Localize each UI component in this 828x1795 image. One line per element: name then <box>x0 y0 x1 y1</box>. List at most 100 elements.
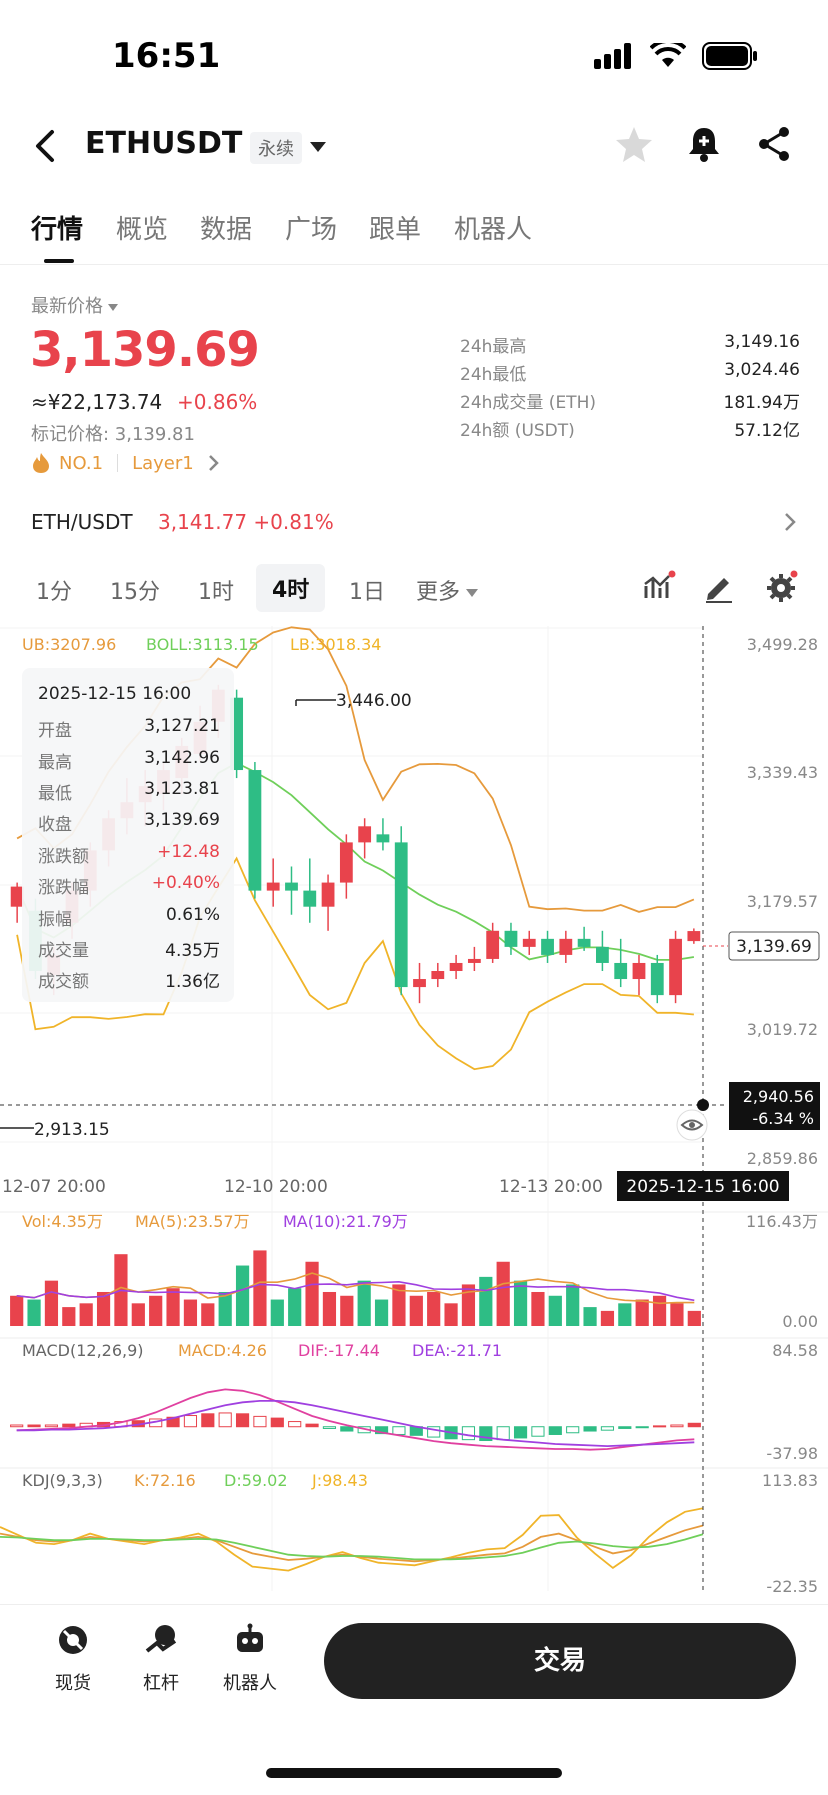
pair-title[interactable]: ETHUSDT <box>85 126 243 161</box>
candle-info-card: 2025-12-15 16:00 开盘 3,127.21 最高 3,142.96 最… <box>22 668 234 1002</box>
kdj-axis-bottom: -22.35 <box>766 1577 818 1596</box>
candle-body <box>596 946 609 963</box>
contract-tag: 永续 <box>250 132 302 164</box>
volume-bar <box>566 1284 580 1326</box>
macd-bar <box>670 1424 684 1428</box>
volume-bar <box>583 1307 597 1326</box>
spot-label: 现货 <box>55 1673 91 1694</box>
interval-1h[interactable]: 1时 <box>198 580 234 605</box>
time-axis-tick: 12-07 20:00 <box>2 1177 106 1197</box>
volume-ma-lines <box>16 1272 695 1305</box>
main-tabs: 行情 概览 数据 广场 跟单 机器人 <box>0 205 828 265</box>
macd-dif-line <box>16 1388 695 1451</box>
macd-bar <box>635 1426 649 1429</box>
volume-bar <box>253 1250 267 1326</box>
nav-bar: ETHUSDT 永续 <box>0 118 828 178</box>
latest-price-label[interactable]: 最新价格 <box>31 292 118 318</box>
tab-square[interactable]: 广场 <box>285 215 338 245</box>
candle-body <box>650 962 664 996</box>
volume-bar <box>531 1291 545 1326</box>
volume-bar <box>201 1303 215 1326</box>
macd-bar <box>496 1426 510 1441</box>
margin-button[interactable]: 杠杆 <box>121 1623 201 1695</box>
interval-bar: 1分 15分 1时 4时 1日 更多 <box>0 560 828 614</box>
spot-pair-row[interactable]: ETH/USDT 3,141.77 +0.81% <box>0 498 828 544</box>
macd-dea: DEA:-21.71 <box>412 1341 502 1360</box>
trade-button[interactable]: 交易 <box>324 1623 796 1699</box>
favorite-star-icon[interactable] <box>614 124 654 164</box>
vol-axis-bottom: 0.00 <box>782 1312 818 1331</box>
time-axis-tick: 12-13 20:00 <box>499 1177 603 1197</box>
time-axis-tick: 12-10 20:00 <box>224 1177 328 1197</box>
signal-icon <box>594 43 631 69</box>
eye-icon[interactable] <box>676 1109 708 1141</box>
candle-body <box>632 962 646 980</box>
back-icon[interactable] <box>26 126 66 166</box>
macd-dea-line <box>16 1400 695 1448</box>
volume-bar <box>652 1295 667 1326</box>
stat-24h-volume: 24h成交量 (ETH) 181.94万 <box>460 393 800 413</box>
indicator-icon[interactable] <box>642 570 676 604</box>
macd-bar <box>531 1426 545 1437</box>
spot-price-change: 3,141.77 +0.81% <box>158 510 334 534</box>
volume-bar <box>183 1299 198 1326</box>
boll-ub-label: UB:3207.96 <box>22 635 116 654</box>
macd-value: MACD:4.26 <box>178 1341 267 1360</box>
volume-bar <box>670 1303 684 1326</box>
flame-icon <box>33 453 49 473</box>
rank-row[interactable]: NO.1 Layer1 <box>31 450 220 476</box>
tab-data[interactable]: 数据 <box>200 215 253 245</box>
crosshair-percent: -6.34 % <box>752 1109 814 1128</box>
kdj-k: K:72.16 <box>134 1471 196 1490</box>
interval-more[interactable]: 更多 <box>416 574 479 606</box>
candle-body <box>504 930 518 947</box>
battery-icon <box>702 42 757 70</box>
status-icons <box>594 42 758 70</box>
candle-body <box>559 938 573 955</box>
tab-copy-trade[interactable]: 跟单 <box>369 215 422 245</box>
macd-label: MACD(12,26,9) <box>22 1341 144 1360</box>
crosshair-price: 2,940.56 <box>743 1087 814 1106</box>
macd-bar <box>288 1421 302 1428</box>
tab-bots[interactable]: 机器人 <box>454 215 533 245</box>
macd-bar <box>322 1426 337 1429</box>
price-axis-tick: 3,179.57 <box>747 892 818 911</box>
candle-body <box>376 834 390 843</box>
volume-bar <box>288 1288 302 1326</box>
volume-bar <box>687 1310 701 1326</box>
interval-1d[interactable]: 1日 <box>349 580 385 605</box>
tab-market[interactable]: 行情 <box>31 215 84 245</box>
macd-bar <box>687 1422 701 1428</box>
home-indicator <box>266 1768 562 1778</box>
volume-bar <box>409 1295 423 1326</box>
macd-bar <box>600 1426 615 1431</box>
crosshair-time: 2025-12-15 16:00 <box>626 1177 779 1197</box>
margin-label: 杠杆 <box>143 1673 179 1694</box>
current-price-tag-box <box>728 931 820 961</box>
boll-mid-label: BOLL:3113.15 <box>146 635 259 654</box>
info-time: 2025-12-15 16:00 <box>38 684 192 704</box>
settings-gear-icon[interactable] <box>764 570 798 604</box>
candle-body <box>248 770 262 891</box>
macd-bar <box>374 1426 389 1435</box>
pair-dropdown-icon[interactable] <box>310 142 326 152</box>
bot-button[interactable]: 机器人 <box>210 1623 290 1695</box>
tab-overview[interactable]: 概览 <box>116 215 169 245</box>
candle-body <box>687 931 701 942</box>
price-alert-bell-icon[interactable] <box>684 124 724 164</box>
stat-24h-low: 24h最低 3,024.46 <box>460 360 800 385</box>
spot-button[interactable]: 现货 <box>33 1623 113 1695</box>
interval-4h[interactable]: 4时 <box>256 564 326 612</box>
price-axis-tick: 3,499.28 <box>747 635 818 654</box>
volume-bar <box>10 1295 24 1326</box>
draw-pen-icon[interactable] <box>702 570 736 604</box>
share-icon[interactable] <box>754 124 794 164</box>
interval-1m[interactable]: 1分 <box>36 580 72 605</box>
macd-bar <box>461 1426 476 1441</box>
interval-15m[interactable]: 15分 <box>110 580 160 605</box>
mark-price: 标记价格: 3,139.81 <box>31 424 195 445</box>
kdj-d-line <box>0 1533 704 1561</box>
low-marker-label: 2,913.15 <box>34 1120 110 1140</box>
macd-bar <box>340 1426 354 1432</box>
kline-chart[interactable]: UB:3207.96 BOLL:3113.15 LB:3018.34 3,499… <box>0 626 828 1602</box>
